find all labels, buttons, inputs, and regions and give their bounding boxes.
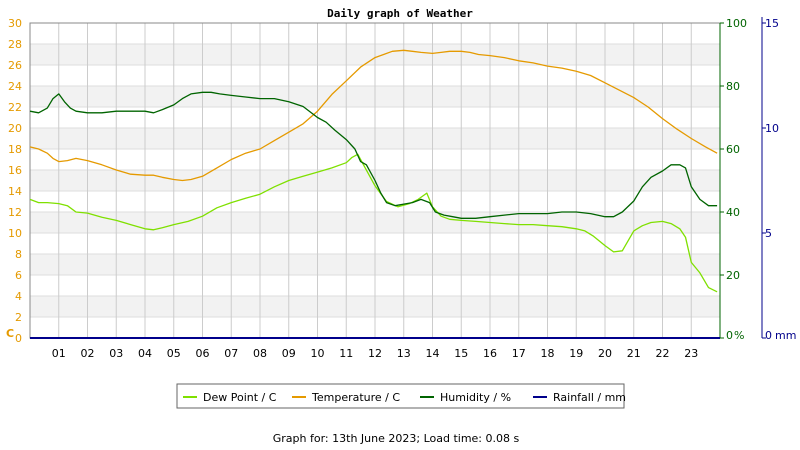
humidity-tick-label: 20 xyxy=(726,269,740,282)
x-tick-label: 20 xyxy=(598,347,612,360)
legend-items: Dew Point / C Temperature / C Humidity / %… xyxy=(183,391,626,404)
humidity-axis-ticks: 20 40 60 80 100 0 xyxy=(720,17,747,342)
left-tick-label: 16 xyxy=(8,164,22,177)
left-tick-label: 28 xyxy=(8,38,22,51)
left-tick-label: 22 xyxy=(8,101,22,114)
x-tick-label: 10 xyxy=(311,347,325,360)
x-tick-label: 18 xyxy=(541,347,555,360)
humidity-tick-label: 40 xyxy=(726,206,740,219)
rainfall-tick-label: 10 xyxy=(765,122,779,135)
legend-label-0: Dew Point / C xyxy=(203,391,277,404)
legend-label-2: Humidity / % xyxy=(440,391,511,404)
humidity-axis-unit: % xyxy=(734,329,744,342)
x-tick-label: 15 xyxy=(454,347,468,360)
legend-box xyxy=(176,383,625,409)
rainfall-tick-label: 15 xyxy=(765,17,779,30)
left-tick-label: 6 xyxy=(15,269,22,282)
left-tick-label: 2 xyxy=(15,311,22,324)
series-line-1 xyxy=(29,49,718,182)
rainfall-axis-unit: mm xyxy=(775,329,796,342)
rainfall-tick-label: 0 xyxy=(765,329,772,342)
x-tick-label: 13 xyxy=(397,347,411,360)
x-tick-label: 02 xyxy=(81,347,95,360)
left-tick-label: 26 xyxy=(8,59,22,72)
x-tick-label: 11 xyxy=(339,347,353,360)
x-tick-label: 12 xyxy=(368,347,382,360)
series-line-0 xyxy=(29,153,718,293)
left-tick-label: 0 xyxy=(15,332,22,345)
left-tick-label: 14 xyxy=(8,185,22,198)
x-tick-label: 21 xyxy=(627,347,641,360)
x-tick-label: 07 xyxy=(224,347,238,360)
humidity-tick-label: 60 xyxy=(726,143,740,156)
graph-footer: Graph for: 13th June 2023; Load time: 0.… xyxy=(273,432,520,445)
rainfall-axis-ticks: 5 10 15 0 xyxy=(762,17,779,342)
x-tick-label: 19 xyxy=(569,347,583,360)
left-tick-label: 10 xyxy=(8,227,22,240)
x-tick-label: 17 xyxy=(512,347,526,360)
humidity-tick-label: 0 xyxy=(726,329,733,342)
x-tick-label: 08 xyxy=(253,347,267,360)
legend: Dew Point / C Temperature / C Humidity / %… xyxy=(176,383,626,409)
x-tick-label: 22 xyxy=(656,347,670,360)
x-tick-label: 03 xyxy=(109,347,123,360)
x-tick-label: 04 xyxy=(138,347,152,360)
x-tick-label: 05 xyxy=(167,347,181,360)
left-tick-label: 24 xyxy=(8,80,22,93)
left-tick-label: 18 xyxy=(8,143,22,156)
left-tick-label: 30 xyxy=(8,17,22,30)
left-tick-label: 8 xyxy=(15,248,22,261)
x-tick-label: 06 xyxy=(196,347,210,360)
humidity-tick-label: 80 xyxy=(726,80,740,93)
left-tick-label: 4 xyxy=(15,290,22,303)
series-line-2 xyxy=(29,91,718,219)
x-tick-label: 01 xyxy=(52,347,66,360)
left-axis-unit: C xyxy=(6,327,14,340)
x-tick-label: 23 xyxy=(684,347,698,360)
humidity-tick-label: 100 xyxy=(726,17,747,30)
left-tick-label: 20 xyxy=(8,122,22,135)
chart-title: Daily graph of Weather xyxy=(327,7,473,20)
x-tick-label: 14 xyxy=(426,347,440,360)
legend-label-3: Rainfall / mm xyxy=(553,391,626,404)
x-tick-label: 09 xyxy=(282,347,296,360)
rainfall-tick-label: 5 xyxy=(765,227,772,240)
series-lines xyxy=(29,49,720,339)
x-axis-ticks: 01 02 03 04 05 06 07 08 09 10 11 12 13 14 15 16 17 18 19 20… xyxy=(52,347,699,360)
left-tick-label: 12 xyxy=(8,206,22,219)
legend-label-1: Temperature / C xyxy=(311,391,400,404)
x-tick-label: 16 xyxy=(483,347,497,360)
